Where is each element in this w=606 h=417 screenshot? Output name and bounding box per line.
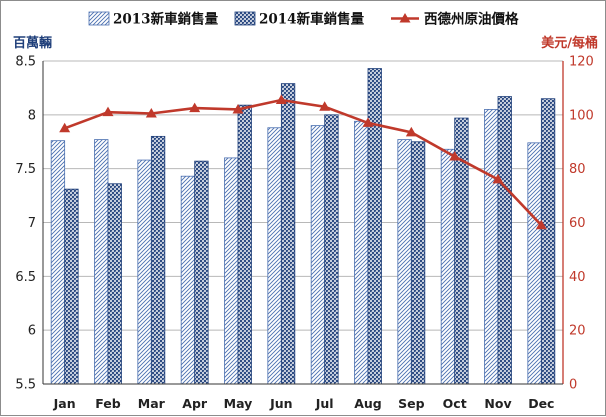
bar-2014-Mar <box>150 135 166 385</box>
x-tick-label: Jul <box>315 396 334 411</box>
bar-2014-Jul <box>324 114 339 385</box>
y-right-tick-label: 80 <box>569 162 586 177</box>
oil-point-Sep <box>405 126 417 137</box>
x-tick-label: Jun <box>269 396 292 411</box>
y-right-tick-label: 60 <box>569 216 586 231</box>
y-right-tick-label: 0 <box>569 378 577 393</box>
y-left-tick-label: 6.5 <box>15 270 36 285</box>
x-tick-label: Jan <box>53 396 76 411</box>
oil-point-Jul <box>319 101 331 111</box>
y-left-tick-label: 8.5 <box>15 55 36 70</box>
y-left-tick-label: 5.5 <box>15 378 36 393</box>
bar-2013-Aug <box>354 120 369 385</box>
oil-point-Dec <box>535 219 547 230</box>
bar-2014-Nov <box>497 96 512 385</box>
y-left-tick-label: 7 <box>28 216 36 231</box>
bar-2014-Sep <box>410 141 426 385</box>
y-left-axis-label: 百萬輛 <box>13 35 52 51</box>
bar-2013-Jan <box>50 140 66 385</box>
bar-2014-Jan <box>64 188 79 385</box>
y-right-tick-label: 20 <box>569 324 586 339</box>
legend-item: 2014新車銷售量 <box>234 11 365 28</box>
bar-2013-Feb <box>94 139 109 385</box>
bar-2013-Dec <box>527 142 542 385</box>
legend-label: 2014新車銷售量 <box>259 11 365 28</box>
oil-price-line <box>64 98 543 227</box>
x-tick-label: Mar <box>138 396 166 411</box>
bar-2014-Jun <box>280 83 296 385</box>
oil-point-Oct <box>449 151 461 161</box>
bar-2014-Apr <box>194 160 209 385</box>
y-left-tick-label: 7.5 <box>15 162 36 177</box>
bar-2013-Sep <box>397 139 412 385</box>
x-tick-label: May <box>224 396 253 411</box>
legend-swatch-marker <box>399 13 411 23</box>
legend-swatch <box>88 11 110 26</box>
bar-2013-Nov <box>484 109 499 385</box>
x-tick-label: Nov <box>484 396 511 411</box>
y-right-tick-label: 40 <box>569 270 586 285</box>
x-tick-label: Sep <box>398 396 424 411</box>
oil-point-Nov <box>492 173 504 184</box>
y-right-tick-label: 120 <box>569 55 594 70</box>
oil-point-Feb <box>102 106 114 117</box>
oil-point-Mar <box>145 107 157 118</box>
bar-2013-Mar <box>137 159 152 385</box>
y-left-tick-label: 6 <box>28 324 36 339</box>
oil-point-Aug <box>362 117 374 127</box>
bar-2013-May <box>224 157 239 385</box>
y-right-axis-label: 美元/每桶 <box>541 35 598 51</box>
x-tick-label: Apr <box>182 396 208 411</box>
bar-2014-Dec <box>540 98 556 385</box>
oil-point-Jun <box>275 94 287 105</box>
x-tick-label: Oct <box>443 396 467 411</box>
bar-2013-Oct <box>440 148 456 385</box>
x-tick-label: Dec <box>528 396 554 411</box>
oil-point-May <box>232 103 244 114</box>
bar-2013-Jun <box>267 127 282 385</box>
x-tick-label: Feb <box>95 396 121 411</box>
legend-swatch <box>234 11 256 26</box>
legend-item: 西德州原油價格 <box>391 11 519 28</box>
bar-2013-Jul <box>310 125 326 385</box>
oil-point-Apr <box>189 102 201 113</box>
bar-2013-Apr <box>180 175 196 385</box>
legend-label: 西德州原油價格 <box>424 11 519 28</box>
y-left-tick-label: 8 <box>28 108 36 123</box>
legend-label: 2013新車銷售量 <box>113 11 219 28</box>
y-right-tick-label: 100 <box>569 108 594 123</box>
bar-2014-Feb <box>107 183 122 385</box>
legend-item: 2013新車銷售量 <box>88 11 219 28</box>
oil-point-Jan <box>59 122 71 133</box>
bar-2014-Aug <box>367 68 382 385</box>
x-tick-label: Aug <box>354 396 382 411</box>
bar-2014-May <box>237 104 252 385</box>
